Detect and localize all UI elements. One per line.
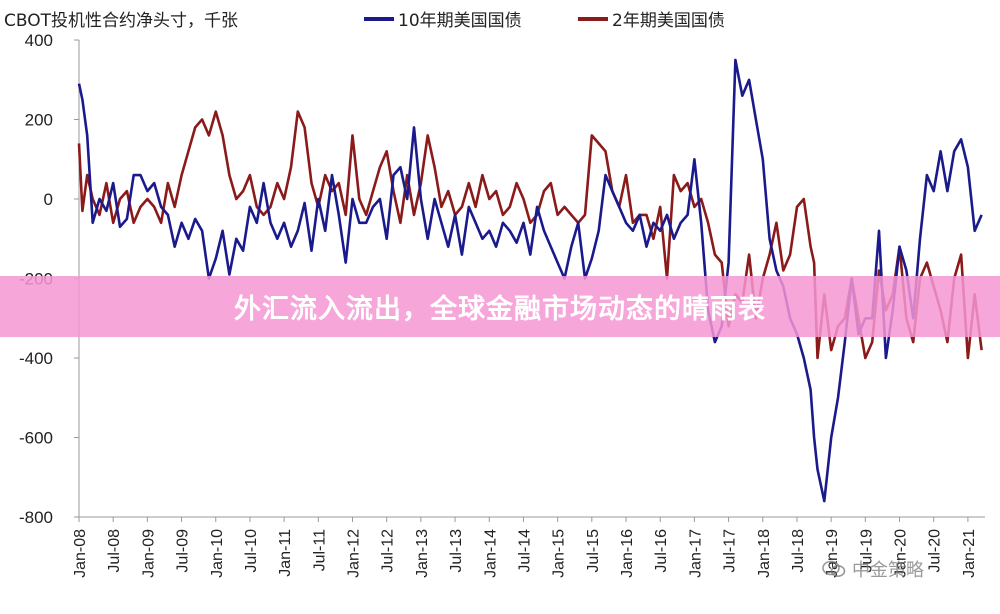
title-banner: 外汇流入流出，全球金融市场动态的晴雨表 <box>0 276 1000 337</box>
y-axis-unit-label: CBOT投机性合约净头寸，千张 <box>4 11 238 31</box>
x-tick-label: Jul-19 <box>858 529 875 573</box>
x-tick-label: Jan-12 <box>346 529 363 578</box>
x-tick-label: Jan-16 <box>619 529 636 578</box>
x-tick-label: Jul-08 <box>106 529 123 573</box>
banner-title: 外汇流入流出，全球金融市场动态的晴雨表 <box>234 294 766 325</box>
x-tick-label: Jan-13 <box>414 529 431 578</box>
legend-item-2y: 2年期美国国债 <box>578 6 725 31</box>
x-tick-label: Jul-09 <box>175 529 192 573</box>
series-line-10y <box>77 58 983 503</box>
x-tick-label: Jan-20 <box>893 529 910 578</box>
x-tick-label: Jul-13 <box>448 529 465 573</box>
watermark: 中金策略 <box>822 556 924 582</box>
legend-item-10y: 10年期美国国债 <box>364 6 522 31</box>
x-tick-label: Jan-10 <box>209 529 226 578</box>
x-tick-label: Jul-10 <box>243 529 260 573</box>
wechat-icon <box>822 560 846 577</box>
y-tick-label: -600 <box>19 429 53 448</box>
x-tick-label: Jan-21 <box>961 529 978 578</box>
x-tick-label: Jul-12 <box>380 529 397 573</box>
x-tick-label: Jan-15 <box>551 529 568 578</box>
y-tick-label: -400 <box>19 349 53 368</box>
legend-swatch-2y <box>578 16 608 21</box>
x-tick-label: Jul-11 <box>311 529 328 571</box>
legend-label-2y: 2年期美国国债 <box>612 11 725 31</box>
y-tick-label: -800 <box>19 508 53 527</box>
x-tick-label: Jul-20 <box>927 529 944 573</box>
x-tick-label: Jan-17 <box>687 529 704 578</box>
x-tick-label: Jul-16 <box>653 529 670 573</box>
legend-swatch-10y <box>364 16 394 21</box>
x-tick-label: Jul-17 <box>722 529 739 573</box>
watermark-text: 中金策略 <box>852 560 924 581</box>
x-tick-label: Jan-09 <box>140 529 157 578</box>
y-tick-label: 400 <box>25 31 53 50</box>
x-tick-label: Jul-15 <box>585 529 602 573</box>
x-axis-ticks: Jan-08 Jul-08 Jan-09 Jul-09 Jan-10 Jul-10 Jan-… <box>72 517 978 578</box>
legend-label-10y: 10年期美国国债 <box>398 11 522 31</box>
x-tick-label: Jan-08 <box>72 529 89 578</box>
y-tick-label: 0 <box>44 190 53 209</box>
y-tick-label: 200 <box>25 111 53 130</box>
x-tick-label: Jan-14 <box>482 529 499 578</box>
x-tick-label: Jul-18 <box>790 529 807 573</box>
x-tick-label: Jan-11 <box>277 529 294 577</box>
x-tick-label: Jul-14 <box>516 529 533 573</box>
x-tick-label: Jan-18 <box>756 529 773 578</box>
